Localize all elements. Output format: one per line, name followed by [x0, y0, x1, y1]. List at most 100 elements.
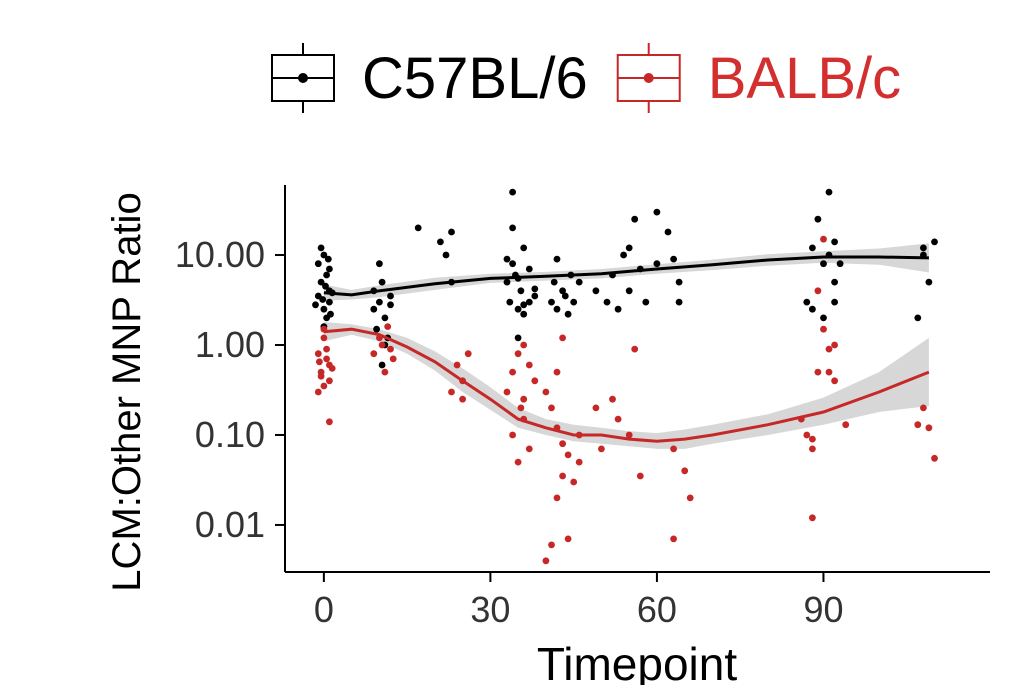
point-balb-c	[370, 350, 378, 358]
point-c57bl-6	[514, 305, 522, 313]
point-c57bl-6	[592, 287, 600, 295]
point-balb-c	[820, 325, 827, 333]
point-balb-c	[514, 458, 522, 466]
point-c57bl-6	[319, 296, 327, 303]
point-balb-c	[323, 355, 330, 363]
point-balb-c	[326, 377, 333, 385]
point-balb-c	[389, 355, 397, 363]
point-balb-c	[314, 388, 322, 396]
point-c57bl-6	[620, 251, 627, 259]
point-balb-c	[548, 404, 555, 412]
point-c57bl-6	[326, 265, 333, 273]
point-c57bl-6	[664, 228, 672, 236]
point-c57bl-6	[312, 301, 319, 309]
point-c57bl-6	[925, 278, 933, 286]
point-c57bl-6	[831, 278, 838, 286]
point-c57bl-6	[387, 292, 394, 300]
point-balb-c	[323, 345, 330, 353]
point-c57bl-6	[653, 208, 661, 216]
point-c57bl-6	[520, 301, 528, 309]
point-balb-c	[320, 382, 328, 390]
point-balb-c	[317, 372, 325, 380]
point-balb-c	[509, 431, 516, 439]
point-balb-c	[914, 421, 922, 429]
point-c57bl-6	[517, 287, 525, 295]
point-c57bl-6	[653, 260, 661, 268]
point-balb-c	[598, 445, 605, 453]
point-balb-c	[592, 404, 600, 412]
point-c57bl-6	[803, 298, 811, 306]
point-c57bl-6	[322, 282, 329, 290]
point-balb-c	[564, 451, 572, 459]
point-balb-c	[575, 458, 583, 466]
point-c57bl-6	[548, 298, 555, 306]
point-c57bl-6	[631, 215, 639, 223]
point-balb-c	[314, 350, 322, 358]
point-balb-c	[686, 494, 694, 502]
point-balb-c	[842, 421, 850, 429]
point-c57bl-6	[525, 298, 533, 306]
point-balb-c	[525, 445, 533, 453]
point-balb-c	[316, 358, 323, 366]
x-tick-label: 0	[314, 589, 334, 630]
smooth-fit-lines	[323, 255, 930, 443]
point-c57bl-6	[323, 271, 330, 279]
legend-label: C57BL/6	[362, 46, 588, 111]
y-tick-label: 10.00	[175, 234, 265, 275]
point-balb-c	[920, 404, 927, 412]
legend-key-dot	[298, 73, 308, 83]
point-c57bl-6	[448, 228, 455, 236]
point-balb-c	[559, 440, 566, 448]
point-balb-c	[831, 377, 838, 385]
point-c57bl-6	[327, 310, 334, 318]
point-balb-c	[925, 424, 933, 432]
fit-line	[323, 327, 930, 443]
point-balb-c	[809, 435, 816, 443]
point-balb-c	[814, 368, 822, 376]
point-c57bl-6	[509, 260, 516, 268]
point-c57bl-6	[642, 298, 650, 306]
point-balb-c	[681, 467, 689, 475]
point-c57bl-6	[520, 244, 528, 252]
legend-item-c57bl-6: C57BL/6	[271, 43, 588, 113]
point-c57bl-6	[553, 255, 561, 263]
point-c57bl-6	[564, 310, 572, 318]
point-balb-c	[625, 431, 633, 439]
point-c57bl-6	[317, 278, 325, 286]
point-c57bl-6	[442, 251, 450, 259]
x-tick-label: 60	[637, 589, 677, 630]
point-balb-c	[831, 341, 838, 349]
point-c57bl-6	[531, 285, 539, 293]
point-c57bl-6	[514, 334, 522, 342]
point-balb-c	[559, 472, 566, 480]
point-c57bl-6	[561, 292, 569, 300]
point-balb-c	[503, 388, 511, 396]
point-c57bl-6	[809, 244, 816, 252]
point-c57bl-6	[387, 301, 394, 309]
point-balb-c	[459, 395, 466, 403]
point-balb-c	[448, 388, 455, 396]
point-balb-c	[614, 415, 622, 423]
point-balb-c	[670, 535, 677, 543]
point-balb-c	[384, 323, 392, 330]
point-balb-c	[542, 388, 550, 396]
point-balb-c	[564, 535, 572, 543]
point-balb-c	[320, 334, 328, 342]
point-balb-c	[378, 341, 386, 349]
point-balb-c	[814, 287, 822, 295]
point-c57bl-6	[614, 305, 622, 313]
confidence-ribbons	[323, 243, 929, 449]
point-c57bl-6	[520, 310, 528, 318]
point-balb-c	[636, 472, 644, 480]
point-c57bl-6	[575, 278, 583, 286]
point-balb-c	[548, 541, 555, 549]
point-balb-c	[531, 377, 539, 385]
point-balb-c	[803, 431, 811, 439]
legend: C57BL/6 BALB/c	[271, 43, 901, 113]
point-balb-c	[517, 404, 525, 412]
point-c57bl-6	[381, 314, 389, 322]
point-c57bl-6	[809, 305, 816, 313]
point-balb-c	[542, 557, 550, 565]
point-balb-c	[609, 395, 616, 403]
point-c57bl-6	[675, 278, 683, 286]
